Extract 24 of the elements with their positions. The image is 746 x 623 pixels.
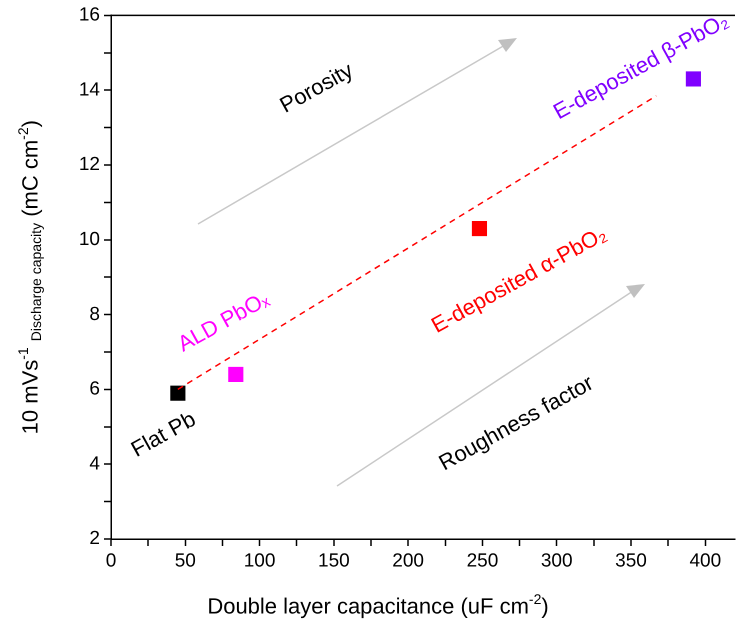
x-tick-label: 300 <box>540 550 573 572</box>
x-tick-label: 400 <box>689 550 722 572</box>
x-tick-label: 50 <box>174 550 196 572</box>
y-tick-label: 4 <box>89 453 100 474</box>
y-tick-label: 2 <box>89 528 100 550</box>
point <box>686 71 701 87</box>
y-tick-label: 8 <box>89 304 100 325</box>
y-axis-title: 10 mVs-1 Discharge capacity (mC cm-2) <box>14 120 44 434</box>
y-tick-label: 10 <box>78 229 100 250</box>
point <box>170 386 186 401</box>
point <box>472 221 488 236</box>
y-tick-label: 6 <box>89 378 100 400</box>
x-tick-label: 350 <box>615 550 647 572</box>
text: ALD PbOₓ <box>173 286 274 356</box>
y-tick-label: 12 <box>78 154 100 176</box>
x-tick-label: 150 <box>318 550 350 572</box>
y-tick-label: 14 <box>78 79 100 100</box>
x-tick-label: 250 <box>466 550 498 572</box>
text: Flat Pb <box>126 406 200 462</box>
x-tick-label: 0 <box>106 550 116 572</box>
x-tick-label: 100 <box>244 550 276 572</box>
point <box>228 366 244 382</box>
y-tick-label: 16 <box>78 4 100 26</box>
x-tick-label: 200 <box>392 550 424 572</box>
